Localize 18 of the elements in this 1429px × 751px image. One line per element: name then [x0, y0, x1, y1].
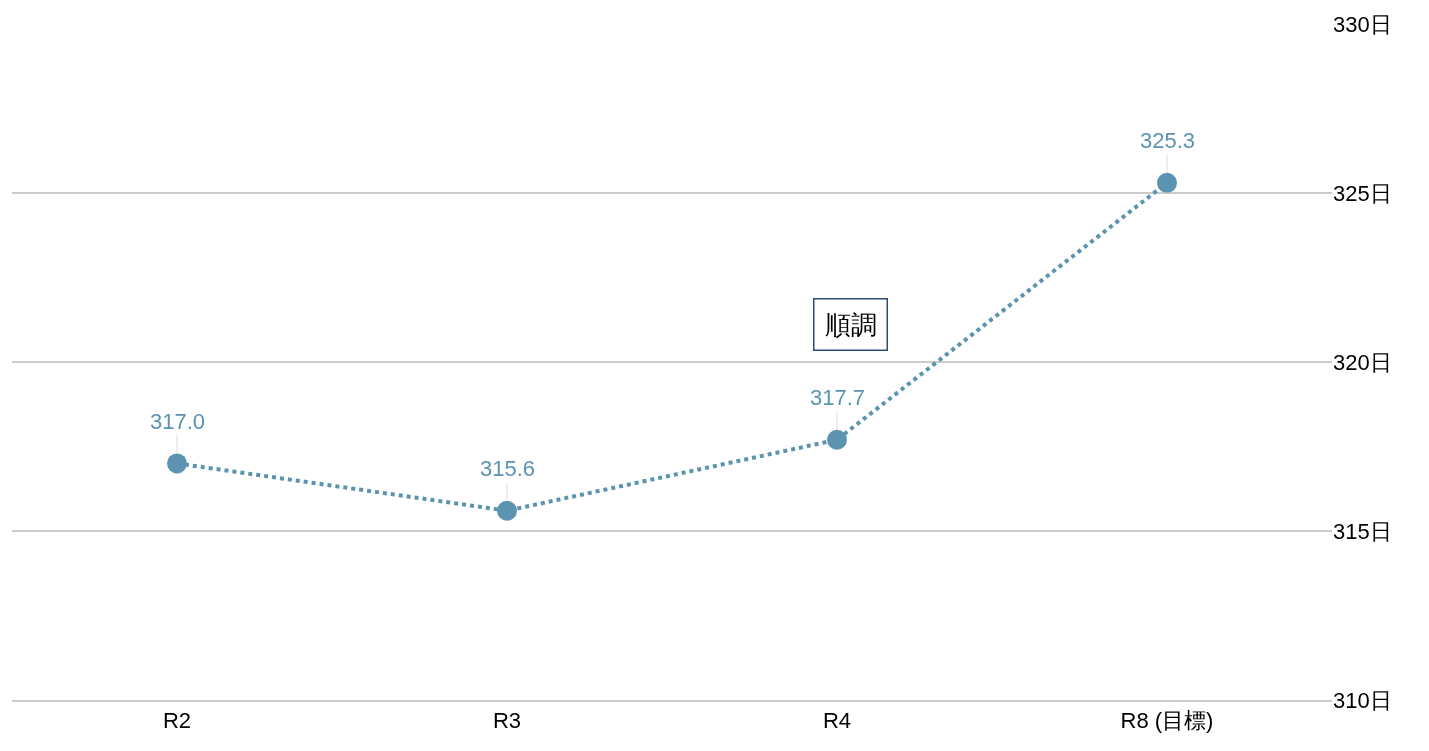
annotation: 順調 — [824, 309, 877, 340]
data-label: 315.6 — [480, 456, 536, 481]
point — [827, 429, 847, 450]
y-tick-label: 325日 — [1333, 180, 1392, 206]
data-label: 317.7 — [810, 385, 866, 410]
x-tick-label: R2 — [162, 708, 192, 734]
x-tick-label: R4 — [822, 708, 852, 734]
point — [497, 500, 517, 521]
y-tick-label: 310日 — [1333, 687, 1392, 713]
point — [1157, 172, 1177, 193]
data-label: 317.0 — [150, 409, 206, 434]
point — [167, 453, 187, 474]
x-tick-label: R3 — [492, 708, 522, 734]
x-tick-label: R8 (目標) — [1120, 708, 1214, 734]
y-tick-label: 315日 — [1333, 518, 1392, 544]
data-label: 325.3 — [1140, 128, 1196, 153]
y-tick-label: 320日 — [1333, 349, 1392, 375]
y-tick-label: 330日 — [1333, 11, 1392, 37]
